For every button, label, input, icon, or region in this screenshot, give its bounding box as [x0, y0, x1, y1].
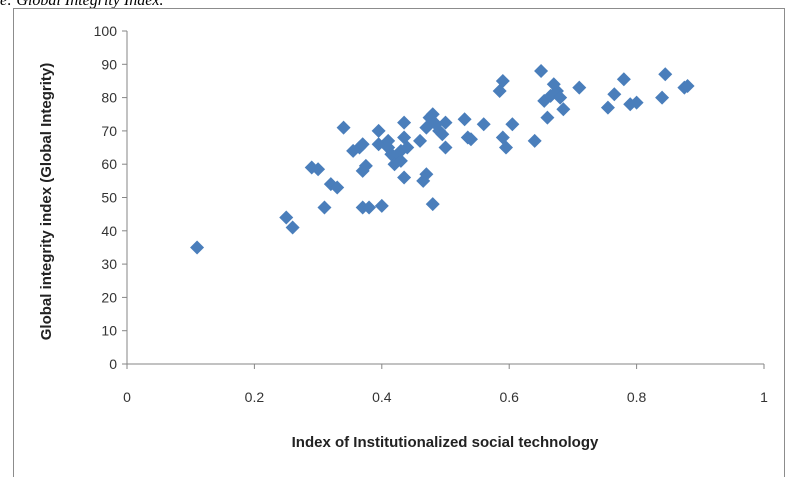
chart-frame [13, 8, 785, 477]
data-point [285, 220, 300, 235]
data-point [336, 120, 351, 135]
axes [126, 31, 764, 365]
data-point [438, 115, 453, 130]
data-point [362, 200, 377, 215]
data-point [553, 90, 568, 105]
data-point [600, 100, 615, 115]
y-tick-label: 60 [101, 156, 117, 172]
data-point [556, 102, 571, 117]
y-tick-label: 70 [101, 123, 117, 139]
data-point [374, 198, 389, 213]
y-ticks: 0 10 20 30 40 50 60 70 80 90 100 [94, 23, 127, 372]
data-point [616, 72, 631, 87]
data-point [540, 110, 555, 125]
x-ticks: 0 0.2 0.4 0.6 0.8 1 [123, 364, 768, 405]
x-axis-title: Index of Institutionalized social techno… [292, 434, 599, 451]
y-tick-label: 10 [101, 323, 117, 339]
data-point [463, 132, 478, 147]
data-point [419, 167, 434, 182]
data-point [428, 117, 443, 132]
y-tick-label: 50 [101, 190, 117, 206]
data-point [534, 63, 549, 78]
x-tick-label: 1 [760, 389, 768, 405]
y-tick-label: 20 [101, 289, 117, 305]
x-tick-label: 0.2 [245, 389, 265, 405]
data-point [400, 140, 415, 155]
data-point [572, 80, 587, 95]
data-point [658, 67, 673, 82]
data-point [397, 115, 412, 130]
y-tick-label: 80 [101, 90, 117, 106]
data-point [355, 137, 370, 152]
data-point [457, 112, 472, 127]
data-point [435, 127, 450, 142]
data-point [317, 200, 332, 215]
data-point [358, 158, 373, 173]
data-point [655, 90, 670, 105]
data-point [330, 180, 345, 195]
data-point [413, 133, 428, 148]
y-tick-label: 30 [101, 256, 117, 272]
data-point [279, 210, 294, 225]
data-point [476, 117, 491, 132]
data-point [425, 197, 440, 212]
y-tick-label: 100 [94, 23, 118, 39]
data-point [499, 140, 514, 155]
data-point [397, 170, 412, 185]
data-point [371, 123, 386, 138]
data-point [438, 140, 453, 155]
x-tick-label: 0 [123, 389, 131, 405]
y-tick-label: 40 [101, 223, 117, 239]
data-point [680, 78, 695, 93]
figure-caption: e: Global Integrity Index. [0, 0, 164, 9]
data-point [311, 162, 326, 177]
data-point [527, 133, 542, 148]
data-point [505, 117, 520, 132]
y-tick-label: 90 [101, 56, 117, 72]
data-point [393, 153, 408, 168]
data-point [495, 73, 510, 88]
data-point [190, 240, 205, 255]
data-points [190, 63, 695, 255]
x-tick-label: 0.8 [627, 389, 647, 405]
x-tick-label: 0.6 [499, 389, 519, 405]
y-tick-label: 0 [109, 356, 117, 372]
data-point [607, 87, 622, 102]
y-axis-title: Global integrity index (Global Integrity… [38, 63, 55, 341]
data-point [629, 95, 644, 110]
x-tick-label: 0.4 [372, 389, 392, 405]
